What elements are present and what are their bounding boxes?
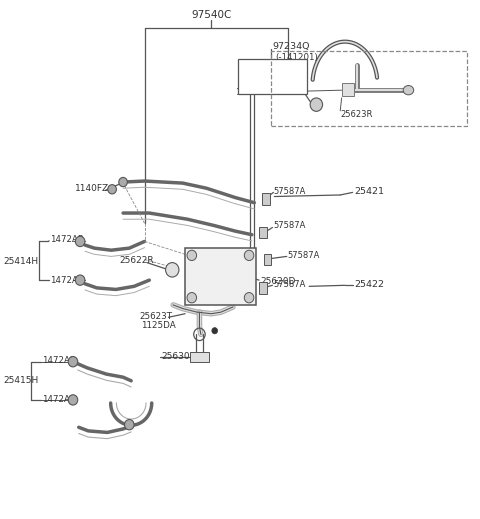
Circle shape xyxy=(68,395,78,405)
Ellipse shape xyxy=(403,86,414,95)
Text: 1472AR: 1472AR xyxy=(42,395,76,404)
Text: 25415H: 25415H xyxy=(4,376,39,385)
Text: 1125DA: 1125DA xyxy=(141,321,176,330)
Text: 57587A: 57587A xyxy=(274,280,306,289)
Bar xyxy=(263,194,270,205)
Text: 1472AY: 1472AY xyxy=(241,77,275,86)
Text: 25630F: 25630F xyxy=(275,87,306,95)
Circle shape xyxy=(119,177,127,187)
Text: 57587A: 57587A xyxy=(274,187,306,196)
Circle shape xyxy=(75,275,85,285)
Text: 97234Q: 97234Q xyxy=(273,43,310,51)
Circle shape xyxy=(187,250,197,261)
Bar xyxy=(238,59,307,94)
Circle shape xyxy=(244,250,254,261)
Text: 25620D: 25620D xyxy=(260,277,295,285)
Text: (-141201): (-141201) xyxy=(275,53,318,62)
Bar xyxy=(185,248,256,305)
Text: 25623R: 25623R xyxy=(340,111,372,119)
Text: 57587A: 57587A xyxy=(288,251,320,260)
Bar xyxy=(264,254,272,265)
Text: 25623T: 25623T xyxy=(140,312,173,321)
Text: 1472AR: 1472AR xyxy=(42,356,76,365)
Text: 25421: 25421 xyxy=(355,187,384,196)
Bar xyxy=(259,282,267,294)
Bar xyxy=(342,84,354,97)
Circle shape xyxy=(124,419,134,430)
Circle shape xyxy=(68,357,78,367)
Bar xyxy=(259,227,267,238)
Circle shape xyxy=(75,236,85,247)
Text: 1140FZ: 1140FZ xyxy=(75,184,109,193)
Text: 25422: 25422 xyxy=(355,280,384,289)
Circle shape xyxy=(187,293,197,303)
Circle shape xyxy=(310,98,323,112)
Text: 1472AN: 1472AN xyxy=(241,65,276,74)
Circle shape xyxy=(244,293,254,303)
Text: 25414H: 25414H xyxy=(4,256,39,266)
Bar xyxy=(191,352,208,362)
Text: 97540C: 97540C xyxy=(191,10,231,20)
Text: 1472AR: 1472AR xyxy=(50,276,84,284)
Text: 1472AR: 1472AR xyxy=(50,236,84,244)
Circle shape xyxy=(166,263,179,277)
Text: 57587A: 57587A xyxy=(274,222,306,230)
Circle shape xyxy=(108,185,116,194)
Text: 25622R: 25622R xyxy=(120,256,155,265)
Text: 14720: 14720 xyxy=(235,88,263,97)
Circle shape xyxy=(212,327,217,334)
Text: 25630F: 25630F xyxy=(161,352,195,361)
Bar xyxy=(271,51,467,126)
